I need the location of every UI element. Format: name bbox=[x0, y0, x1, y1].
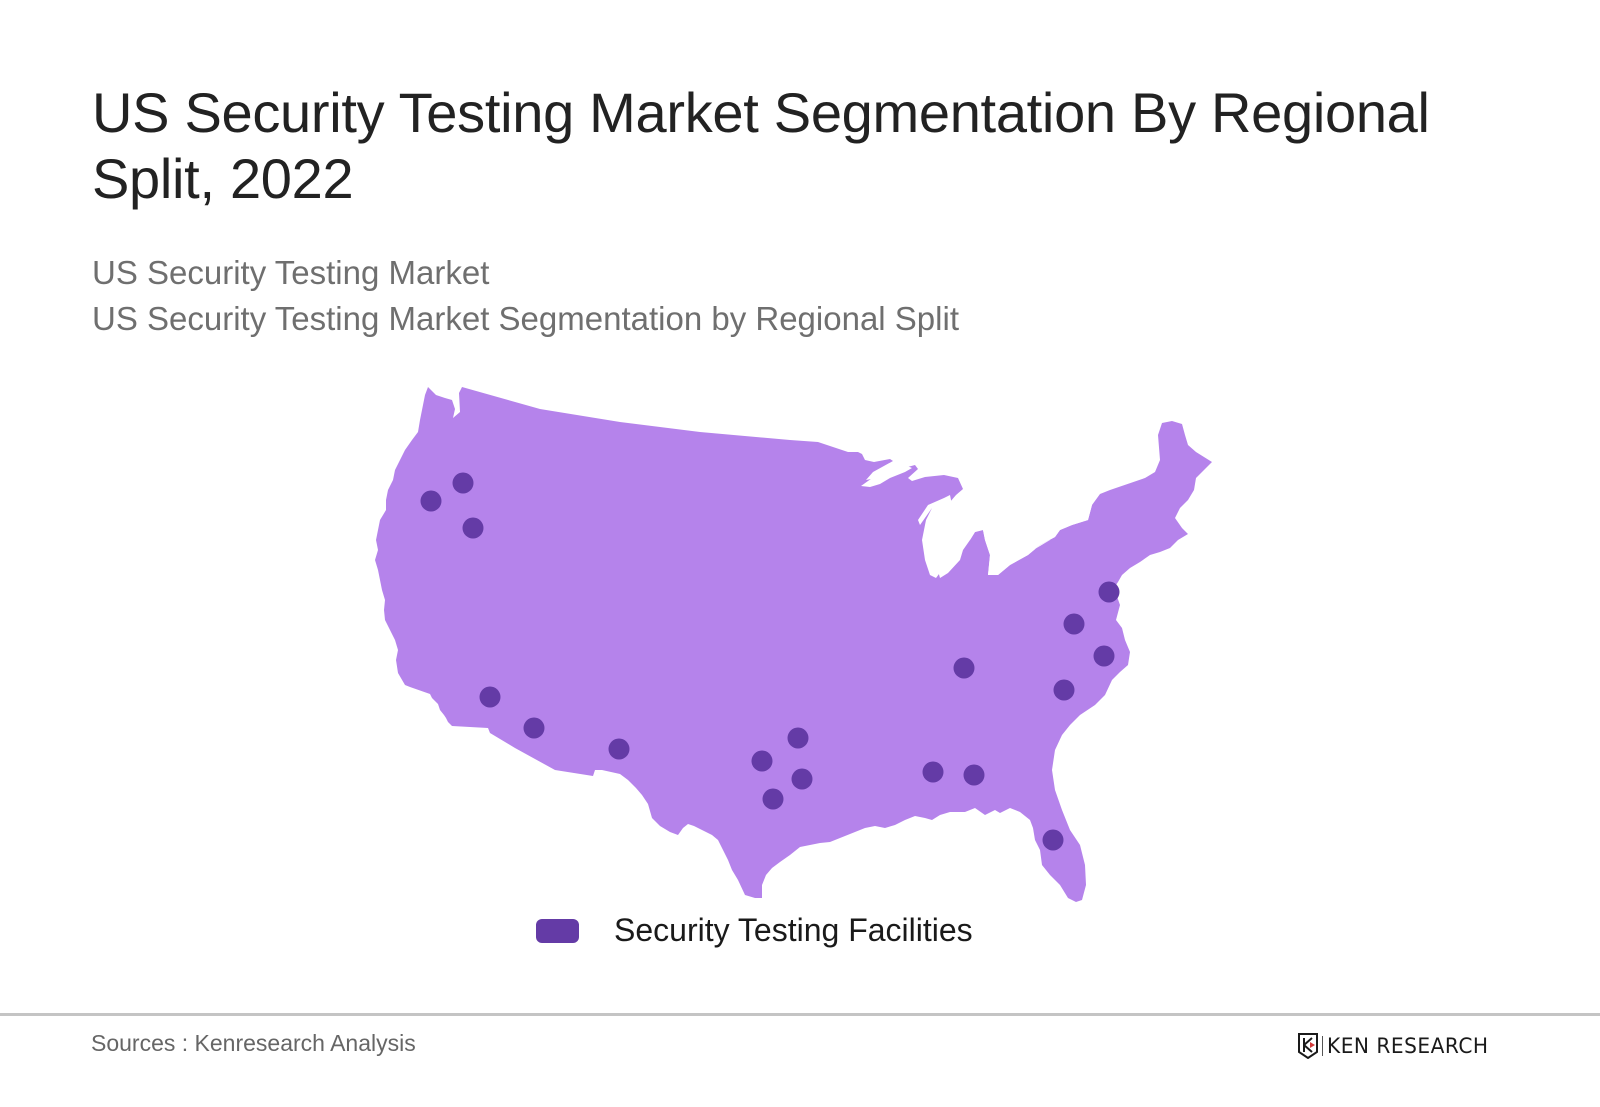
facility-marker bbox=[791, 768, 813, 790]
page-title: US Security Testing Market Segmentation … bbox=[92, 81, 1430, 210]
facility-marker bbox=[523, 717, 545, 739]
facility-marker bbox=[963, 764, 985, 786]
subtitle-line-2: US Security Testing Market Segmentation … bbox=[92, 300, 959, 337]
facility-marker bbox=[462, 517, 484, 539]
facility-marker bbox=[953, 657, 975, 679]
lake-huron-erie bbox=[963, 489, 1092, 575]
facility-marker bbox=[452, 472, 474, 494]
facility-marker bbox=[479, 686, 501, 708]
facility-marker bbox=[1063, 613, 1085, 635]
facility-marker bbox=[1053, 679, 1075, 701]
ken-research-logo: KEN RESEARCH bbox=[1298, 1033, 1495, 1059]
legend-label: Security Testing Facilities bbox=[614, 912, 973, 948]
lake-michigan bbox=[918, 495, 952, 578]
ken-research-logo-icon bbox=[1298, 1033, 1318, 1059]
facility-marker bbox=[1093, 645, 1115, 667]
subtitle: US Security Testing Market US Security T… bbox=[92, 250, 959, 342]
facility-marker bbox=[1098, 581, 1120, 603]
footer-divider bbox=[0, 1013, 1600, 1016]
logo-separator bbox=[1322, 1036, 1323, 1056]
facility-marker bbox=[608, 738, 630, 760]
lake-superior bbox=[861, 465, 912, 487]
subtitle-line-1: US Security Testing Market bbox=[92, 254, 490, 291]
facility-marker bbox=[787, 727, 809, 749]
legend-swatch-security-testing-facilities bbox=[536, 918, 579, 943]
legend: Security Testing Facilities bbox=[536, 912, 973, 949]
facility-marker bbox=[420, 490, 442, 512]
facility-marker bbox=[751, 750, 773, 772]
us-outline bbox=[375, 387, 1212, 902]
facility-marker bbox=[762, 788, 784, 810]
source-note: Sources : Kenresearch Analysis bbox=[91, 1030, 416, 1056]
logo-text: KEN RESEARCH bbox=[1327, 1034, 1489, 1058]
facility-marker bbox=[1042, 829, 1064, 851]
facility-marker bbox=[922, 761, 944, 783]
